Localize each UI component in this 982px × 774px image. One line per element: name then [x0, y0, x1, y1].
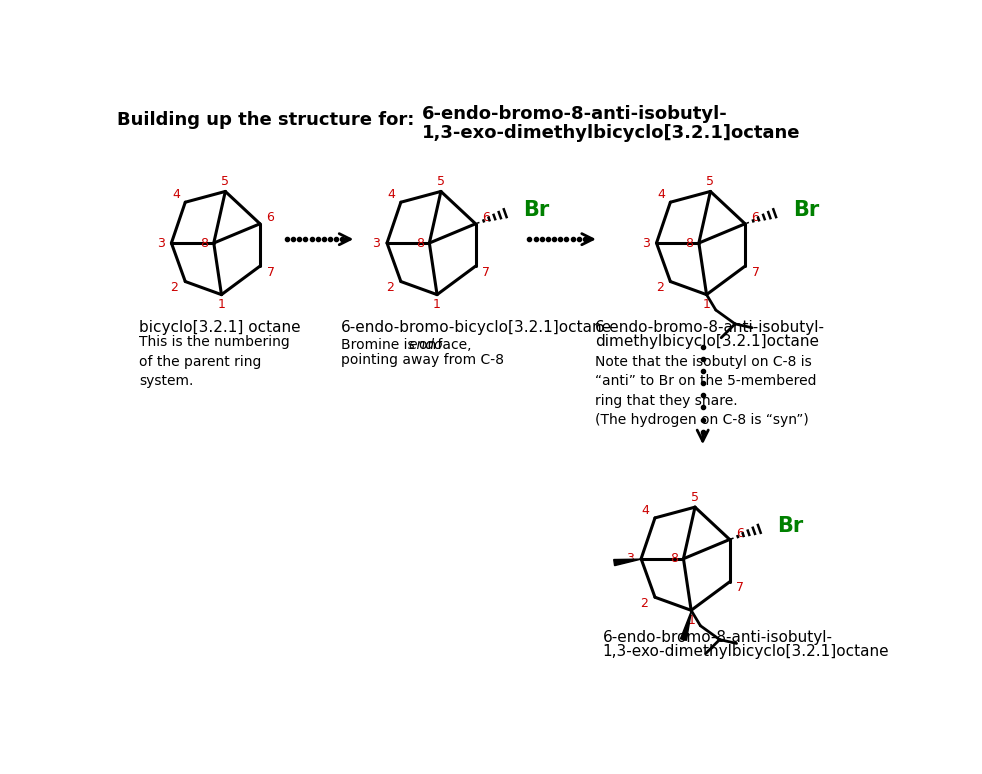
Text: This is the numbering
of the parent ring
system.: This is the numbering of the parent ring… — [139, 335, 290, 389]
Text: 3: 3 — [157, 237, 165, 249]
Text: 8: 8 — [200, 237, 208, 249]
Text: 4: 4 — [642, 504, 650, 517]
Text: 6: 6 — [481, 211, 489, 224]
Text: Br: Br — [792, 200, 819, 220]
Text: 1: 1 — [687, 614, 695, 627]
Text: 8: 8 — [416, 237, 424, 249]
Text: 1: 1 — [433, 298, 441, 311]
Text: 4: 4 — [172, 188, 180, 201]
Text: 4: 4 — [657, 188, 665, 201]
Text: 5: 5 — [437, 175, 445, 188]
Text: Note that the isobutyl on C-8 is
“anti” to Br on the 5-membered
ring that they s: Note that the isobutyl on C-8 is “anti” … — [595, 354, 816, 427]
Text: 7: 7 — [482, 265, 490, 279]
Text: Br: Br — [523, 200, 550, 220]
Text: 8: 8 — [670, 552, 679, 565]
Text: 2: 2 — [386, 281, 394, 294]
Text: 6-endo-bromo-8-anti-isobutyl-: 6-endo-bromo-8-anti-isobutyl- — [595, 320, 825, 335]
Text: 6-endo-bromo-8-anti-isobutyl-: 6-endo-bromo-8-anti-isobutyl- — [421, 105, 728, 123]
Text: 3: 3 — [627, 552, 634, 565]
Text: 7: 7 — [267, 265, 275, 279]
Text: 1: 1 — [218, 298, 226, 311]
Text: 6: 6 — [751, 211, 759, 224]
Text: 3: 3 — [372, 237, 380, 249]
Text: Br: Br — [778, 515, 803, 536]
Text: 6: 6 — [266, 211, 274, 224]
Text: face,: face, — [433, 337, 471, 351]
Text: 6-endo-bromo-8-anti-isobutyl-: 6-endo-bromo-8-anti-isobutyl- — [603, 630, 833, 646]
Text: endo: endo — [409, 337, 443, 351]
Text: 2: 2 — [640, 597, 648, 610]
Text: pointing away from C-8: pointing away from C-8 — [341, 353, 504, 367]
Text: 7: 7 — [752, 265, 760, 279]
Polygon shape — [681, 611, 691, 640]
Text: 5: 5 — [221, 175, 230, 188]
Text: 1,3-exo-dimethylbicyclo[3.2.1]octane: 1,3-exo-dimethylbicyclo[3.2.1]octane — [603, 644, 890, 659]
Text: Bromine is on: Bromine is on — [341, 337, 441, 351]
Text: 2: 2 — [656, 281, 664, 294]
Text: 5: 5 — [691, 491, 699, 504]
Text: Building up the structure for:: Building up the structure for: — [117, 111, 414, 128]
Text: 1,3-exo-dimethylbicyclo[3.2.1]octane: 1,3-exo-dimethylbicyclo[3.2.1]octane — [421, 124, 800, 142]
Text: 6: 6 — [736, 527, 743, 539]
Text: 6-endo-bromo-bicyclo[3.2.1]octane: 6-endo-bromo-bicyclo[3.2.1]octane — [341, 320, 612, 335]
Text: 8: 8 — [685, 237, 693, 249]
Text: 2: 2 — [171, 281, 179, 294]
Text: 7: 7 — [736, 581, 744, 594]
Polygon shape — [614, 559, 641, 566]
Text: 3: 3 — [642, 237, 650, 249]
Text: 5: 5 — [706, 175, 714, 188]
Text: dimethylbicyclo[3.2.1]octane: dimethylbicyclo[3.2.1]octane — [595, 334, 819, 349]
Text: bicyclo[3.2.1] octane: bicyclo[3.2.1] octane — [139, 320, 300, 335]
Text: 4: 4 — [388, 188, 396, 201]
Text: 1: 1 — [702, 298, 711, 311]
